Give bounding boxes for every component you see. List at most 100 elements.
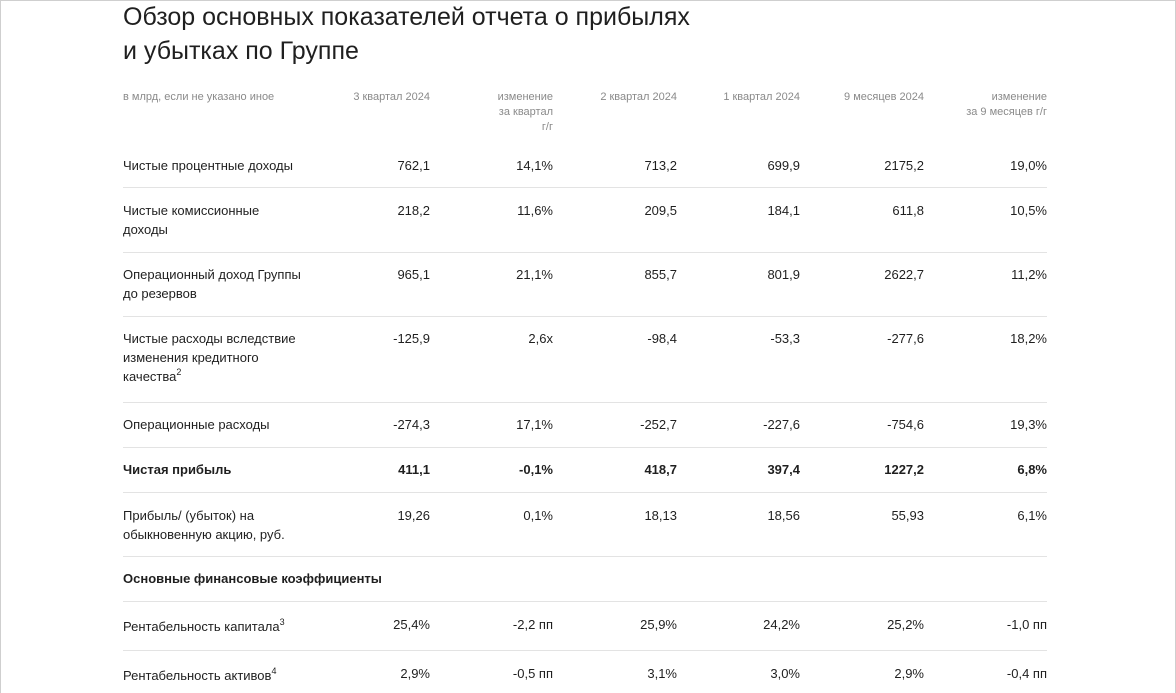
cell-9m: 1227,2 xyxy=(884,462,924,477)
table-row-operating-income: Операционный доход Группы до резервов 96… xyxy=(123,253,1047,317)
row-label: Чистые комиссионные доходы xyxy=(123,201,323,239)
table-row-operating-expenses: Операционные расходы -274,3 17,1% -252,7… xyxy=(123,403,1047,448)
table-row-roa: Рентабельность активов4 2,9% -0,5 пп 3,1… xyxy=(123,651,1047,693)
row-label: Рентабельность капитала3 xyxy=(123,617,323,636)
cell-change-9m: 10,5% xyxy=(1010,203,1047,218)
cell-change-9m: 19,0% xyxy=(1010,158,1047,173)
row-label: Прибыль/ (убыток) на обыкновенную акцию,… xyxy=(123,506,323,544)
header-change-9m-line2: за 9 месяцев г/г xyxy=(966,106,1047,118)
header-units: в млрд, если не указано иное xyxy=(123,91,275,103)
cell-q1: 3,0% xyxy=(770,666,800,681)
cell-9m: -754,6 xyxy=(887,417,924,432)
cell-change-9m: 18,2% xyxy=(1010,331,1047,346)
cell-q2: 713,2 xyxy=(644,158,677,173)
cell-change-9m: 19,3% xyxy=(1010,417,1047,432)
table-row-net-profit: Чистая прибыль 411,1 -0,1% 418,7 397,4 1… xyxy=(123,448,1047,493)
header-q2: 2 квартал 2024 xyxy=(600,91,677,103)
cell-q3: -274,3 xyxy=(393,417,430,432)
row-label: Чистые расходы вследствие изменения кред… xyxy=(123,329,323,386)
cell-q1: 184,1 xyxy=(767,203,800,218)
cell-q2: -98,4 xyxy=(647,331,677,346)
cell-q2: 3,1% xyxy=(647,666,677,681)
cell-q1: 397,4 xyxy=(767,462,800,477)
row-label: Чистая прибыль xyxy=(123,462,232,477)
cell-q1: 699,9 xyxy=(767,158,800,173)
cell-q2: 855,7 xyxy=(644,267,677,282)
row-label-line1: Прибыль/ (убыток) на xyxy=(123,508,255,523)
section-title: Основные финансовые коэффициенты xyxy=(123,571,382,586)
row-label-line2: до резервов xyxy=(123,286,197,301)
table-row-eps: Прибыль/ (убыток) на обыкновенную акцию,… xyxy=(123,493,1047,557)
cell-change-9m: -0,4 пп xyxy=(1006,666,1047,681)
cell-q1: -227,6 xyxy=(763,417,800,432)
cell-change-quarter: 17,1% xyxy=(516,417,553,432)
cell-q1: 18,56 xyxy=(767,508,800,523)
section-header-key-ratios: Основные финансовые коэффициенты xyxy=(123,557,1047,602)
cell-change-quarter: -0,1% xyxy=(519,462,553,477)
header-change-9m-line1: изменение xyxy=(991,91,1047,103)
cell-9m: 2175,2 xyxy=(884,158,924,173)
row-label: Операционные расходы xyxy=(123,417,270,432)
cell-9m: 55,93 xyxy=(891,508,924,523)
cell-q3: 25,4% xyxy=(393,617,430,632)
title-line-1: Обзор основных показателей отчета о приб… xyxy=(123,3,690,31)
header-change-quarter: изменение за квартал г/г xyxy=(443,90,553,135)
cell-change-9m: 6,8% xyxy=(1017,462,1047,477)
header-change-quarter-line1: изменение xyxy=(497,91,553,103)
header-q1: 1 квартал 2024 xyxy=(723,91,800,103)
footnote-marker[interactable]: 3 xyxy=(279,616,285,627)
row-label-line2: доходы xyxy=(123,222,168,237)
row-label-text: Рентабельность активов xyxy=(123,668,272,683)
page-title: Обзор основных показателей отчета о приб… xyxy=(123,0,823,68)
table-row-credit-loss-expenses: Чистые расходы вследствие изменения кред… xyxy=(123,317,1047,403)
cell-change-quarter: 2,6x xyxy=(528,331,553,346)
row-label-line1: Чистые комиссионные xyxy=(123,203,260,218)
cell-q3: -125,9 xyxy=(393,331,430,346)
cell-change-quarter: 11,6% xyxy=(517,203,553,218)
cell-q2: 418,7 xyxy=(644,462,677,477)
cell-change-quarter: 21,1% xyxy=(516,267,553,282)
cell-q3: 2,9% xyxy=(400,666,430,681)
row-label-line1: Чистые расходы вследствие xyxy=(123,331,296,346)
cell-q3: 411,1 xyxy=(398,462,430,477)
cell-change-9m: 11,2% xyxy=(1011,267,1047,282)
footnote-marker[interactable]: 2 xyxy=(176,366,182,377)
row-label: Рентабельность активов4 xyxy=(123,666,323,685)
cell-q2: 209,5 xyxy=(644,203,677,218)
cell-change-quarter: 14,1% xyxy=(516,158,553,173)
cell-q3: 762,1 xyxy=(397,158,430,173)
cell-change-quarter: -2,2 пп xyxy=(512,617,553,632)
cell-q2: -252,7 xyxy=(640,417,677,432)
cell-change-quarter: -0,5 пп xyxy=(512,666,553,681)
cell-9m: 2622,7 xyxy=(884,267,924,282)
table-row-roe: Рентабельность капитала3 25,4% -2,2 пп 2… xyxy=(123,602,1047,651)
cell-9m: 25,2% xyxy=(887,617,924,632)
footnote-marker[interactable]: 4 xyxy=(271,665,277,676)
cell-9m: 2,9% xyxy=(894,666,924,681)
title-line-2: и убытках по Группе xyxy=(123,37,359,65)
row-label-text: Рентабельность капитала xyxy=(123,619,280,634)
header-q3: 3 квартал 2024 xyxy=(353,91,430,103)
cell-q3: 19,26 xyxy=(397,508,430,523)
cell-q1: 801,9 xyxy=(767,267,800,282)
row-label-line2: изменения кредитного xyxy=(123,350,259,365)
header-9m: 9 месяцев 2024 xyxy=(844,91,924,103)
cell-q1: 24,2% xyxy=(763,617,800,632)
row-label-line3: качества xyxy=(123,369,177,384)
cell-9m: 611,8 xyxy=(892,203,924,218)
row-label: Чистые процентные доходы xyxy=(123,158,293,173)
cell-change-9m: 6,1% xyxy=(1017,508,1047,523)
cell-9m: -277,6 xyxy=(887,331,924,346)
row-label-line2: обыкновенную акцию, руб. xyxy=(123,527,285,542)
cell-change-quarter: 0,1% xyxy=(523,508,553,523)
cell-q2: 18,13 xyxy=(644,508,677,523)
table-row-net-fee-income: Чистые комиссионные доходы 218,2 11,6% 2… xyxy=(123,188,1047,253)
table-row-net-interest-income: Чистые процентные доходы 762,1 14,1% 713… xyxy=(123,143,1047,188)
header-change-9m: изменение за 9 месяцев г/г xyxy=(937,90,1047,120)
row-label-line1: Операционный доход Группы xyxy=(123,267,301,282)
cell-q2: 25,9% xyxy=(640,617,677,632)
header-change-quarter-line2: за квартал xyxy=(498,106,553,118)
row-label: Операционный доход Группы до резервов xyxy=(123,265,323,303)
cell-q3: 218,2 xyxy=(397,203,430,218)
cell-q1: -53,3 xyxy=(770,331,800,346)
